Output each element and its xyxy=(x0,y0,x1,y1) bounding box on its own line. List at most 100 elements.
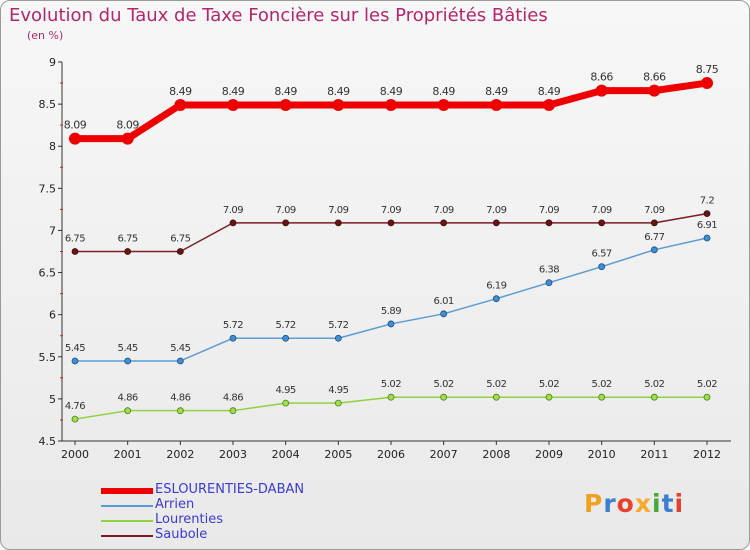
data-label: 8.09 xyxy=(116,119,139,132)
data-point xyxy=(387,219,395,227)
data-label: 5.02 xyxy=(697,379,717,390)
data-label: 5.45 xyxy=(118,343,138,354)
data-label: 8.49 xyxy=(222,85,245,98)
legend-swatch xyxy=(101,520,153,522)
data-label: 5.45 xyxy=(65,343,85,354)
logo-letter: i xyxy=(674,489,685,518)
data-point xyxy=(492,393,500,401)
y-tick-label: 9 xyxy=(49,56,56,69)
data-point xyxy=(598,263,606,271)
data-label: 5.72 xyxy=(328,320,348,331)
data-point xyxy=(598,219,606,227)
x-tick-label: 2000 xyxy=(61,448,89,461)
x-tick-label: 2001 xyxy=(114,448,142,461)
data-label: 8.49 xyxy=(327,85,350,98)
data-label: 4.86 xyxy=(118,393,138,404)
data-label: 5.02 xyxy=(381,379,401,390)
data-point xyxy=(650,246,658,254)
y-tick-label: 7 xyxy=(49,224,56,237)
y-axis-ticks: 4.5 5 5.5 6 6.5 7 7.5 8 8.5 9 xyxy=(39,56,63,448)
data-point xyxy=(648,84,661,97)
data-point xyxy=(543,98,555,111)
data-label: 6.75 xyxy=(170,234,190,245)
data-label: 5.72 xyxy=(223,320,243,331)
data-label: 7.09 xyxy=(381,205,401,216)
data-point xyxy=(227,98,239,111)
data-label: 5.02 xyxy=(486,379,506,390)
data-point xyxy=(703,393,711,401)
data-label: 8.49 xyxy=(169,85,192,98)
series-saubole: 6.75 6.75 6.75 7.09 7.09 7.09 7.09 7.09 7.09 7.09… xyxy=(65,196,715,255)
y-tick-label: 8 xyxy=(49,140,56,153)
data-label: 8.66 xyxy=(643,71,666,84)
legend-label: Arrien xyxy=(155,497,195,512)
data-point xyxy=(229,407,237,415)
x-tick-label: 2011 xyxy=(640,448,668,461)
data-point xyxy=(176,357,184,365)
data-point xyxy=(545,279,553,287)
data-point xyxy=(176,407,184,415)
data-point xyxy=(703,210,711,218)
y-tick-label: 5.5 xyxy=(39,351,57,364)
x-tick-label: 2003 xyxy=(219,448,247,461)
y-tick-label: 8.5 xyxy=(39,98,57,111)
series-arrien: 5.45 5.45 5.45 5.72 5.72 5.72 5.89 6.01 6.19 6.38… xyxy=(65,220,718,365)
data-point xyxy=(334,219,342,227)
data-point xyxy=(229,334,237,342)
data-label: 8.49 xyxy=(380,85,403,98)
data-label: 7.09 xyxy=(328,205,348,216)
data-label: 8.49 xyxy=(432,85,455,98)
data-point xyxy=(440,393,448,401)
y-tick-label: 7.5 xyxy=(39,182,57,195)
data-point xyxy=(440,310,448,318)
data-point xyxy=(282,399,290,407)
data-point xyxy=(385,98,397,111)
data-label: 8.09 xyxy=(64,119,87,132)
data-label: 4.86 xyxy=(170,393,190,404)
legend-swatch xyxy=(101,535,153,537)
x-tick-label: 2010 xyxy=(588,448,616,461)
logo-letter: r xyxy=(603,489,617,518)
chart-title: Evolution du Taux de Taxe Foncière sur l… xyxy=(9,5,548,26)
data-point xyxy=(701,77,713,90)
data-label: 7.09 xyxy=(223,205,243,216)
data-label: 5.02 xyxy=(592,379,612,390)
data-point xyxy=(69,132,81,145)
data-label: 7.09 xyxy=(539,205,559,216)
data-point xyxy=(124,357,132,365)
data-label: 7.09 xyxy=(486,205,506,216)
logo-letter: o xyxy=(616,489,635,518)
data-label: 5.45 xyxy=(170,343,190,354)
data-point xyxy=(650,219,658,227)
data-label: 6.77 xyxy=(644,232,664,243)
legend-label: Lourenties xyxy=(155,512,223,527)
x-tick-label: 2002 xyxy=(166,448,194,461)
y-tick-label: 6.5 xyxy=(39,267,57,280)
chart-unit-label: (en %) xyxy=(27,29,64,42)
data-point xyxy=(703,234,711,242)
x-tick-label: 2009 xyxy=(535,448,563,461)
logo-letter: t xyxy=(661,489,675,518)
data-label: 7.2 xyxy=(700,196,715,207)
data-point xyxy=(282,219,290,227)
data-point xyxy=(437,98,450,111)
x-axis-ticks: 2000 2001 2002 2003 2004 2005 2006 2007 2008 2009… xyxy=(61,441,721,461)
x-tick-label: 2006 xyxy=(377,448,405,461)
data-point xyxy=(545,393,553,401)
data-point xyxy=(334,334,342,342)
data-label: 8.66 xyxy=(590,71,613,84)
series-eslourenties-daban: 8.09 8.09 8.49 8.49 8.49 8.49 8.49 8.49 8.49 8.49… xyxy=(64,63,719,145)
data-point xyxy=(490,98,503,111)
data-point xyxy=(598,393,606,401)
data-point xyxy=(650,393,658,401)
data-point xyxy=(334,399,342,407)
x-tick-label: 2012 xyxy=(693,448,721,461)
data-point xyxy=(124,407,132,415)
data-label: 5.02 xyxy=(434,379,454,390)
proxiti-logo: Proxiti xyxy=(584,489,684,518)
data-label: 5.89 xyxy=(381,306,401,317)
logo-letter: i xyxy=(652,489,662,518)
data-point xyxy=(71,357,79,365)
data-point xyxy=(387,393,395,401)
